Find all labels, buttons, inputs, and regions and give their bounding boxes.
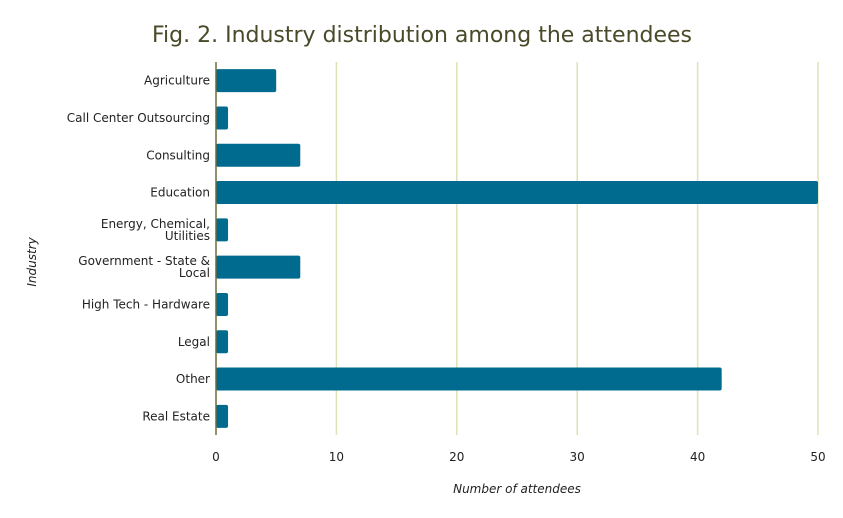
chart-title: Fig. 2. Industry distribution among the …: [152, 23, 692, 48]
category-label: High Tech - Hardware: [82, 297, 210, 311]
bar-7: [216, 330, 229, 354]
bar-6: [216, 292, 229, 316]
x-tick-labels: 0 10 20 30 40 50: [212, 450, 825, 464]
x-tick-label: 30: [570, 450, 585, 464]
bar-1: [216, 106, 229, 130]
category-label: Agriculture: [144, 74, 210, 88]
x-tick-label: 20: [449, 450, 464, 464]
category-label: Legal: [178, 335, 210, 349]
x-tick-label: 10: [329, 450, 344, 464]
bar-4: [216, 218, 229, 242]
category-label: Energy, Chemical, Utilities: [101, 217, 210, 243]
bars: [216, 69, 818, 428]
category-label: Other: [176, 372, 210, 386]
category-label: Government - State & Local: [78, 254, 210, 280]
y-axis-title: Industry: [25, 236, 39, 286]
bar-0: [216, 69, 277, 93]
category-labels: Agriculture Call Center Outsourcing Consul…: [67, 74, 210, 424]
x-tick-label: 50: [810, 450, 825, 464]
bar-9: [216, 404, 229, 428]
category-label: Real Estate: [142, 409, 210, 423]
bar-3: [216, 181, 818, 205]
bar-8: [216, 367, 722, 391]
bar-2: [216, 143, 301, 167]
category-label: Education: [150, 186, 210, 200]
category-label: Consulting: [146, 148, 210, 162]
bar-5: [216, 255, 301, 279]
x-tick-label: 40: [690, 450, 705, 464]
x-tick-label: 0: [212, 450, 220, 464]
x-axis-title: Number of attendees: [453, 482, 581, 496]
category-label: Call Center Outsourcing: [67, 111, 210, 125]
